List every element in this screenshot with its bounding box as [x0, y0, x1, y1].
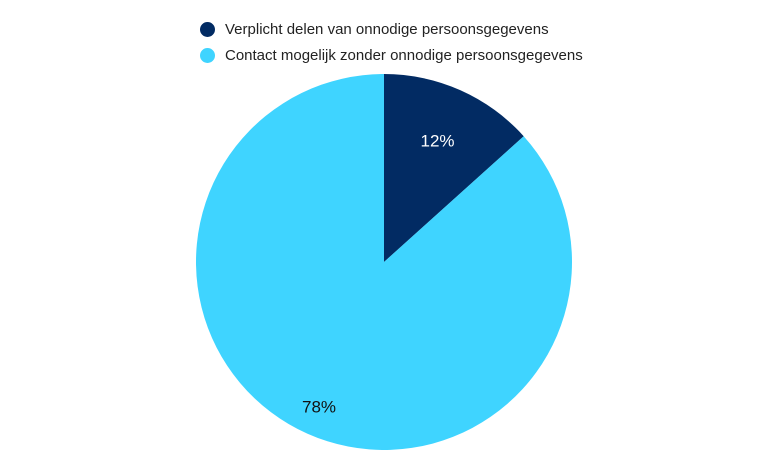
legend-item-verplicht: Verplicht delen van onnodige persoonsgeg… [200, 18, 583, 40]
chart-legend: Verplicht delen van onnodige persoonsgeg… [200, 18, 583, 66]
pie-slice-label-0: 12% [421, 131, 455, 150]
pie-slice-label-1: 78% [302, 397, 336, 416]
legend-label-verplicht: Verplicht delen van onnodige persoonsgeg… [225, 20, 549, 38]
legend-swatch-contact [200, 47, 215, 63]
pie-slice-labels: 12% 78% [302, 131, 455, 416]
legend-swatch-verplicht [200, 21, 215, 37]
pie-slice-1 [195, 74, 572, 450]
pie-slices [195, 74, 572, 450]
pie-slice-0 [384, 74, 524, 262]
legend-item-contact: Contact mogelijk zonder onnodige persoon… [200, 44, 583, 66]
legend-label-contact: Contact mogelijk zonder onnodige persoon… [225, 46, 583, 64]
